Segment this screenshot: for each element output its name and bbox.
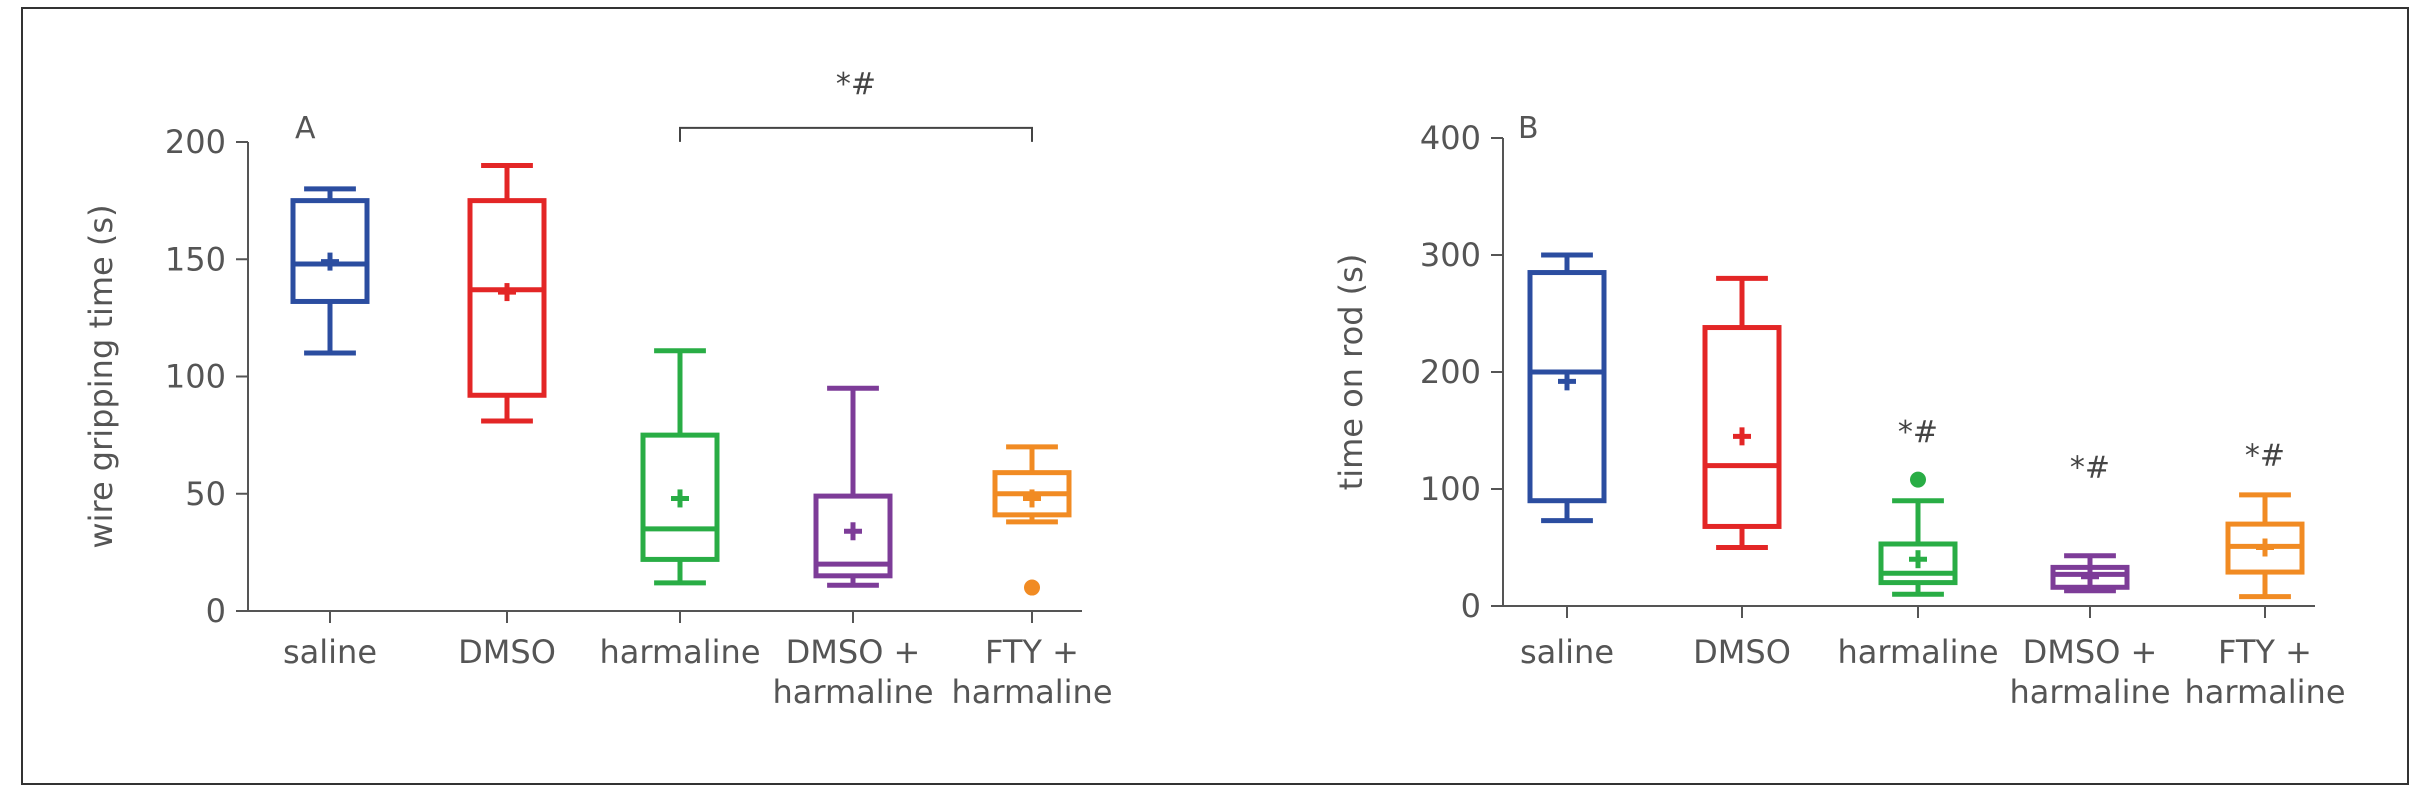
box-group-dmso-harmaline [813, 385, 893, 588]
box-group-saline [290, 186, 370, 356]
box-group-saline [1527, 252, 1607, 524]
x-category-label: saline [283, 633, 377, 671]
y-tick-label: 0 [206, 592, 226, 630]
y-tick-label: 150 [165, 240, 226, 278]
y-axis-label: wire gripping time (s) [82, 204, 120, 548]
x-category-label: FTY + [985, 633, 1079, 671]
panel-label: B [1518, 111, 1539, 146]
box-iqr [290, 198, 370, 304]
panel-label: A [295, 111, 316, 146]
y-tick-label: 50 [185, 475, 226, 513]
y-tick-label: 200 [165, 123, 226, 161]
x-category-label: harmaline [2184, 673, 2345, 711]
x-category-label: harmaline [2009, 673, 2170, 711]
box-iqr [467, 198, 547, 398]
x-category-label: FTY + [2218, 633, 2312, 671]
box-iqr [640, 432, 720, 562]
significance-label: *# [836, 67, 876, 102]
x-category-label: DMSO + [786, 633, 921, 671]
significance-label: *# [2245, 439, 2285, 474]
y-tick-label: 400 [1420, 119, 1481, 157]
x-category-label: harmaline [599, 633, 760, 671]
x-category-label: DMSO + [2023, 633, 2158, 671]
y-axis-label: time on rod (s) [1332, 254, 1370, 491]
significance-bracket [679, 126, 1033, 142]
y-tick-label: 100 [1420, 470, 1481, 508]
x-category-label: harmaline [951, 673, 1112, 711]
box-iqr [2050, 564, 2130, 590]
box-iqr [813, 493, 893, 579]
x-category-label: DMSO [1693, 633, 1791, 671]
y-tick-label: 300 [1420, 236, 1481, 274]
box-iqr [1527, 270, 1607, 504]
y-tick-label: 200 [1420, 353, 1481, 391]
x-category-label: saline [1520, 633, 1614, 671]
x-category-label: harmaline [1837, 633, 1998, 671]
box-group-dmso-harmaline [2050, 553, 2130, 594]
box-group-dmso [1702, 275, 1782, 550]
x-category-label: harmaline [772, 673, 933, 711]
outlier-point [1024, 579, 1040, 596]
box-iqr [1878, 541, 1958, 586]
box-group-fty-harmaline [992, 444, 1072, 596]
box-group-harmaline [1878, 471, 1958, 597]
y-tick-label: 0 [1461, 587, 1481, 625]
significance-label: *# [1898, 415, 1938, 450]
x-category-label: DMSO [458, 633, 556, 671]
box-iqr [1702, 325, 1782, 529]
box-group-dmso [467, 162, 547, 424]
box-group-harmaline [640, 348, 720, 586]
box-group-fty-harmaline [2225, 492, 2305, 600]
y-tick-label: 100 [165, 358, 226, 396]
outlier-point [1910, 471, 1926, 488]
figure-border [21, 7, 2409, 785]
significance-label: *# [2070, 450, 2110, 485]
